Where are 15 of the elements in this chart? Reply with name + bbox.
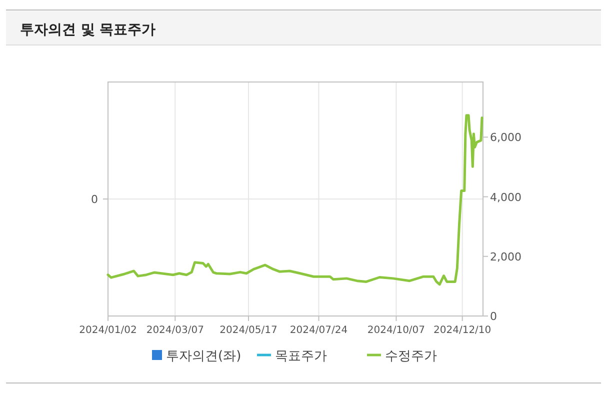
x-tick-label: 2024/12/10 [434,325,492,336]
y2-tick-label: 4,000 [490,190,522,204]
x-tick-label: 2024/10/07 [367,325,426,336]
legend-label: 목표주가 [275,349,327,364]
y2-tick-label: 6,000 [490,131,522,144]
x-tick-label: 2024/05/17 [220,325,278,336]
chart-title: 투자의견 및 목표주가 [20,22,156,38]
legend-label: 투자의견(좌) [166,349,242,364]
text: 0 [91,193,98,206]
y2-tick-label: 2,000 [490,250,522,264]
x-tick-label: 2024/03/07 [146,325,204,336]
x-tick-label: 2024/07/24 [290,325,348,336]
y2-tick-label: 0 [490,310,497,323]
legend-label: 수정주가 [385,349,437,364]
x-tick-label: 2024/01/02 [79,325,137,336]
